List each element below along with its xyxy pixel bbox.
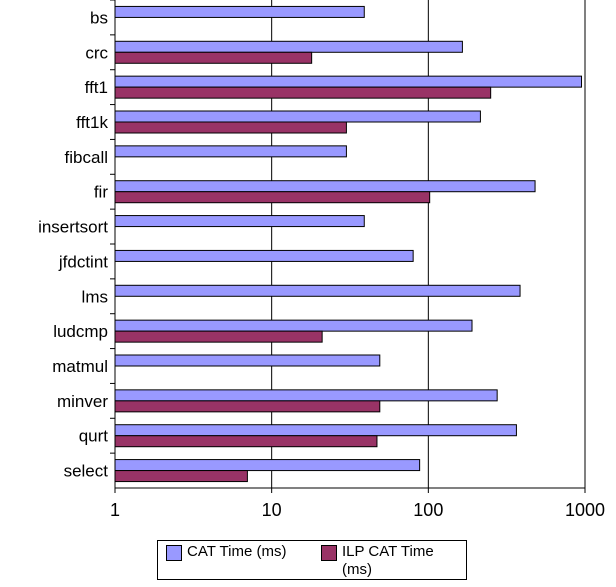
bar-cat-fft1k: [114, 110, 481, 123]
bar-cat-fft1: [114, 75, 583, 88]
x-tick-label: 100: [413, 500, 443, 520]
legend-swatch-cat: [166, 545, 182, 561]
bar-cat-matmul: [114, 354, 381, 367]
legend-label-ilp: ILP CAT Time (ms): [342, 543, 434, 578]
legend-item-cat: CAT Time (ms): [166, 541, 286, 561]
bar-cat-ludcmp: [114, 319, 473, 332]
bar-ilp-qurt: [114, 435, 378, 448]
legend-swatch-ilp: [321, 545, 337, 561]
category-label: bs: [90, 8, 108, 27]
x-tick-label: 10: [262, 500, 282, 520]
bar-ilp-minver: [114, 400, 381, 413]
bar-cat-select: [114, 459, 421, 472]
x-tick-label: 1: [110, 500, 120, 520]
bar-ilp-crc: [114, 51, 313, 64]
bar-cat-fibcall: [114, 145, 347, 158]
category-label: fir: [94, 183, 109, 202]
category-label: lms: [82, 287, 108, 306]
legend-label-cat: CAT Time (ms): [187, 543, 287, 560]
category-label: minver: [57, 392, 108, 411]
bar-ilp-fft1k: [114, 121, 347, 134]
category-label: fft1k: [76, 113, 108, 132]
bar-ilp-select: [114, 470, 248, 483]
bar-cat-insertsort: [114, 215, 365, 228]
legend-item-ilp: ILP CAT Time (ms): [321, 541, 461, 579]
chart-svg: 1 10 100 1000 bs crc fft1 fft1k fibcall fir insert…: [38, 0, 605, 520]
bar-cat-qurt: [114, 424, 517, 437]
category-label: jfdctint: [58, 252, 108, 271]
legend: CAT Time (ms) ILP CAT Time (ms): [157, 540, 467, 580]
category-label: matmul: [52, 357, 108, 376]
category-label: fibcall: [65, 148, 108, 167]
bar-cat-crc: [114, 40, 463, 53]
bar-cat-minver: [114, 389, 498, 402]
category-label: ludcmp: [53, 322, 108, 341]
bar-ilp-fir: [114, 191, 431, 204]
bar-ilp-fft1: [114, 86, 492, 99]
bar-cat-jfdctint: [114, 249, 414, 262]
x-tick-label: 1000: [565, 500, 605, 520]
bar-cat-fir: [114, 180, 536, 193]
category-label: qurt: [79, 427, 109, 446]
category-label: select: [64, 462, 109, 481]
bar-cat-lms: [114, 284, 521, 297]
category-label: insertsort: [38, 218, 108, 237]
bar-ilp-ludcmp: [114, 330, 323, 343]
bar-cat-bs: [114, 5, 365, 18]
category-label: crc: [85, 43, 108, 62]
category-label: fft1: [85, 78, 108, 97]
